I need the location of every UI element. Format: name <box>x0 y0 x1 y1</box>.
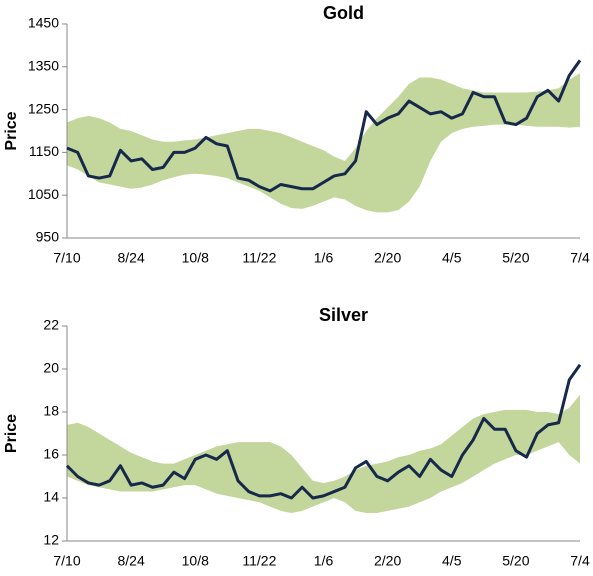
x-tick-label: 7/10 <box>53 250 80 266</box>
band-area <box>67 394 580 514</box>
y-axis-label: Price <box>3 111 20 150</box>
y-tick-label: 18 <box>43 403 59 419</box>
x-tick-label: 10/8 <box>182 553 209 569</box>
y-tick-label: 12 <box>43 532 59 548</box>
x-tick-label: 2/20 <box>374 553 401 569</box>
band-area <box>67 73 580 213</box>
x-tick-label: 7/4 <box>570 250 590 266</box>
y-tick-label: 1350 <box>28 58 59 74</box>
x-tick-label: 1/6 <box>314 250 334 266</box>
price-line <box>66 59 582 193</box>
x-tick-label: 7/10 <box>53 553 80 569</box>
x-tick-label: 8/24 <box>118 250 145 266</box>
y-tick-label: 1250 <box>28 100 59 116</box>
x-tick-label: 4/5 <box>442 553 462 569</box>
chart-title: Silver <box>319 305 368 325</box>
y-tick-label: 1050 <box>28 186 59 202</box>
y-tick-label: 950 <box>36 229 60 245</box>
y-tick-label: 1150 <box>29 143 59 159</box>
chart-title: Gold <box>323 3 364 23</box>
x-tick-label: 1/6 <box>314 553 334 569</box>
y-tick-label: 22 <box>43 317 59 333</box>
x-tick-label: 4/5 <box>442 250 462 266</box>
x-tick-label: 7/4 <box>570 553 590 569</box>
y-axis-label: Price <box>3 414 20 453</box>
y-tick-label: 20 <box>43 360 59 376</box>
x-tick-label: 10/8 <box>182 250 209 266</box>
x-tick-label: 8/24 <box>118 553 145 569</box>
price-line <box>65 363 582 500</box>
x-tick-label: 11/22 <box>242 553 276 569</box>
x-tick-label: 5/20 <box>502 553 529 569</box>
x-tick-label: 5/20 <box>502 250 529 266</box>
y-tick-label: 1450 <box>28 15 59 31</box>
x-tick-label: 2/20 <box>374 250 401 266</box>
y-tick-label: 16 <box>43 446 59 462</box>
y-tick-label: 14 <box>43 489 59 505</box>
x-tick-label: 11/22 <box>242 250 276 266</box>
